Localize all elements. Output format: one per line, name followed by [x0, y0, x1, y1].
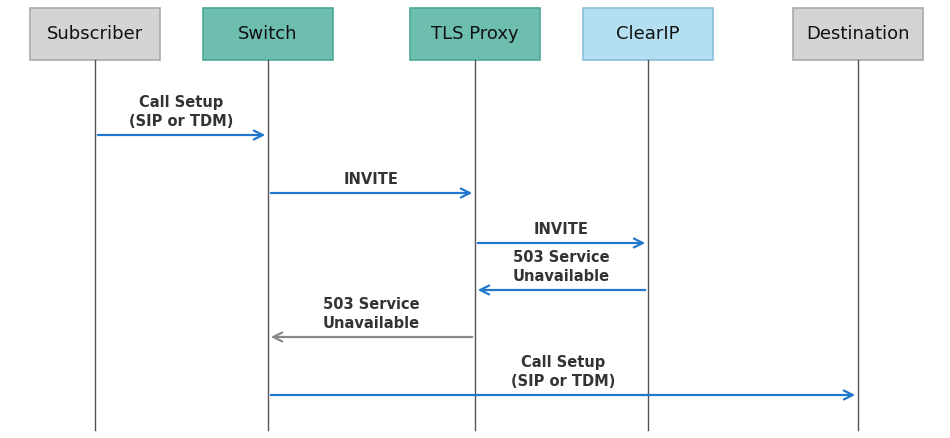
Text: Destination: Destination — [807, 25, 910, 43]
FancyBboxPatch shape — [30, 8, 160, 60]
Text: Call Setup
(SIP or TDM): Call Setup (SIP or TDM) — [129, 95, 234, 129]
FancyBboxPatch shape — [410, 8, 540, 60]
Text: Subscriber: Subscriber — [47, 25, 143, 43]
Text: INVITE: INVITE — [534, 222, 589, 237]
Text: INVITE: INVITE — [344, 172, 399, 187]
FancyBboxPatch shape — [583, 8, 713, 60]
Text: ClearIP: ClearIP — [617, 25, 680, 43]
Text: TLS Proxy: TLS Proxy — [431, 25, 519, 43]
Text: Switch: Switch — [238, 25, 297, 43]
Text: Call Setup
(SIP or TDM): Call Setup (SIP or TDM) — [511, 355, 616, 389]
FancyBboxPatch shape — [793, 8, 923, 60]
FancyBboxPatch shape — [203, 8, 333, 60]
Text: 503 Service
Unavailable: 503 Service Unavailable — [513, 251, 610, 284]
Text: 503 Service
Unavailable: 503 Service Unavailable — [323, 297, 420, 331]
